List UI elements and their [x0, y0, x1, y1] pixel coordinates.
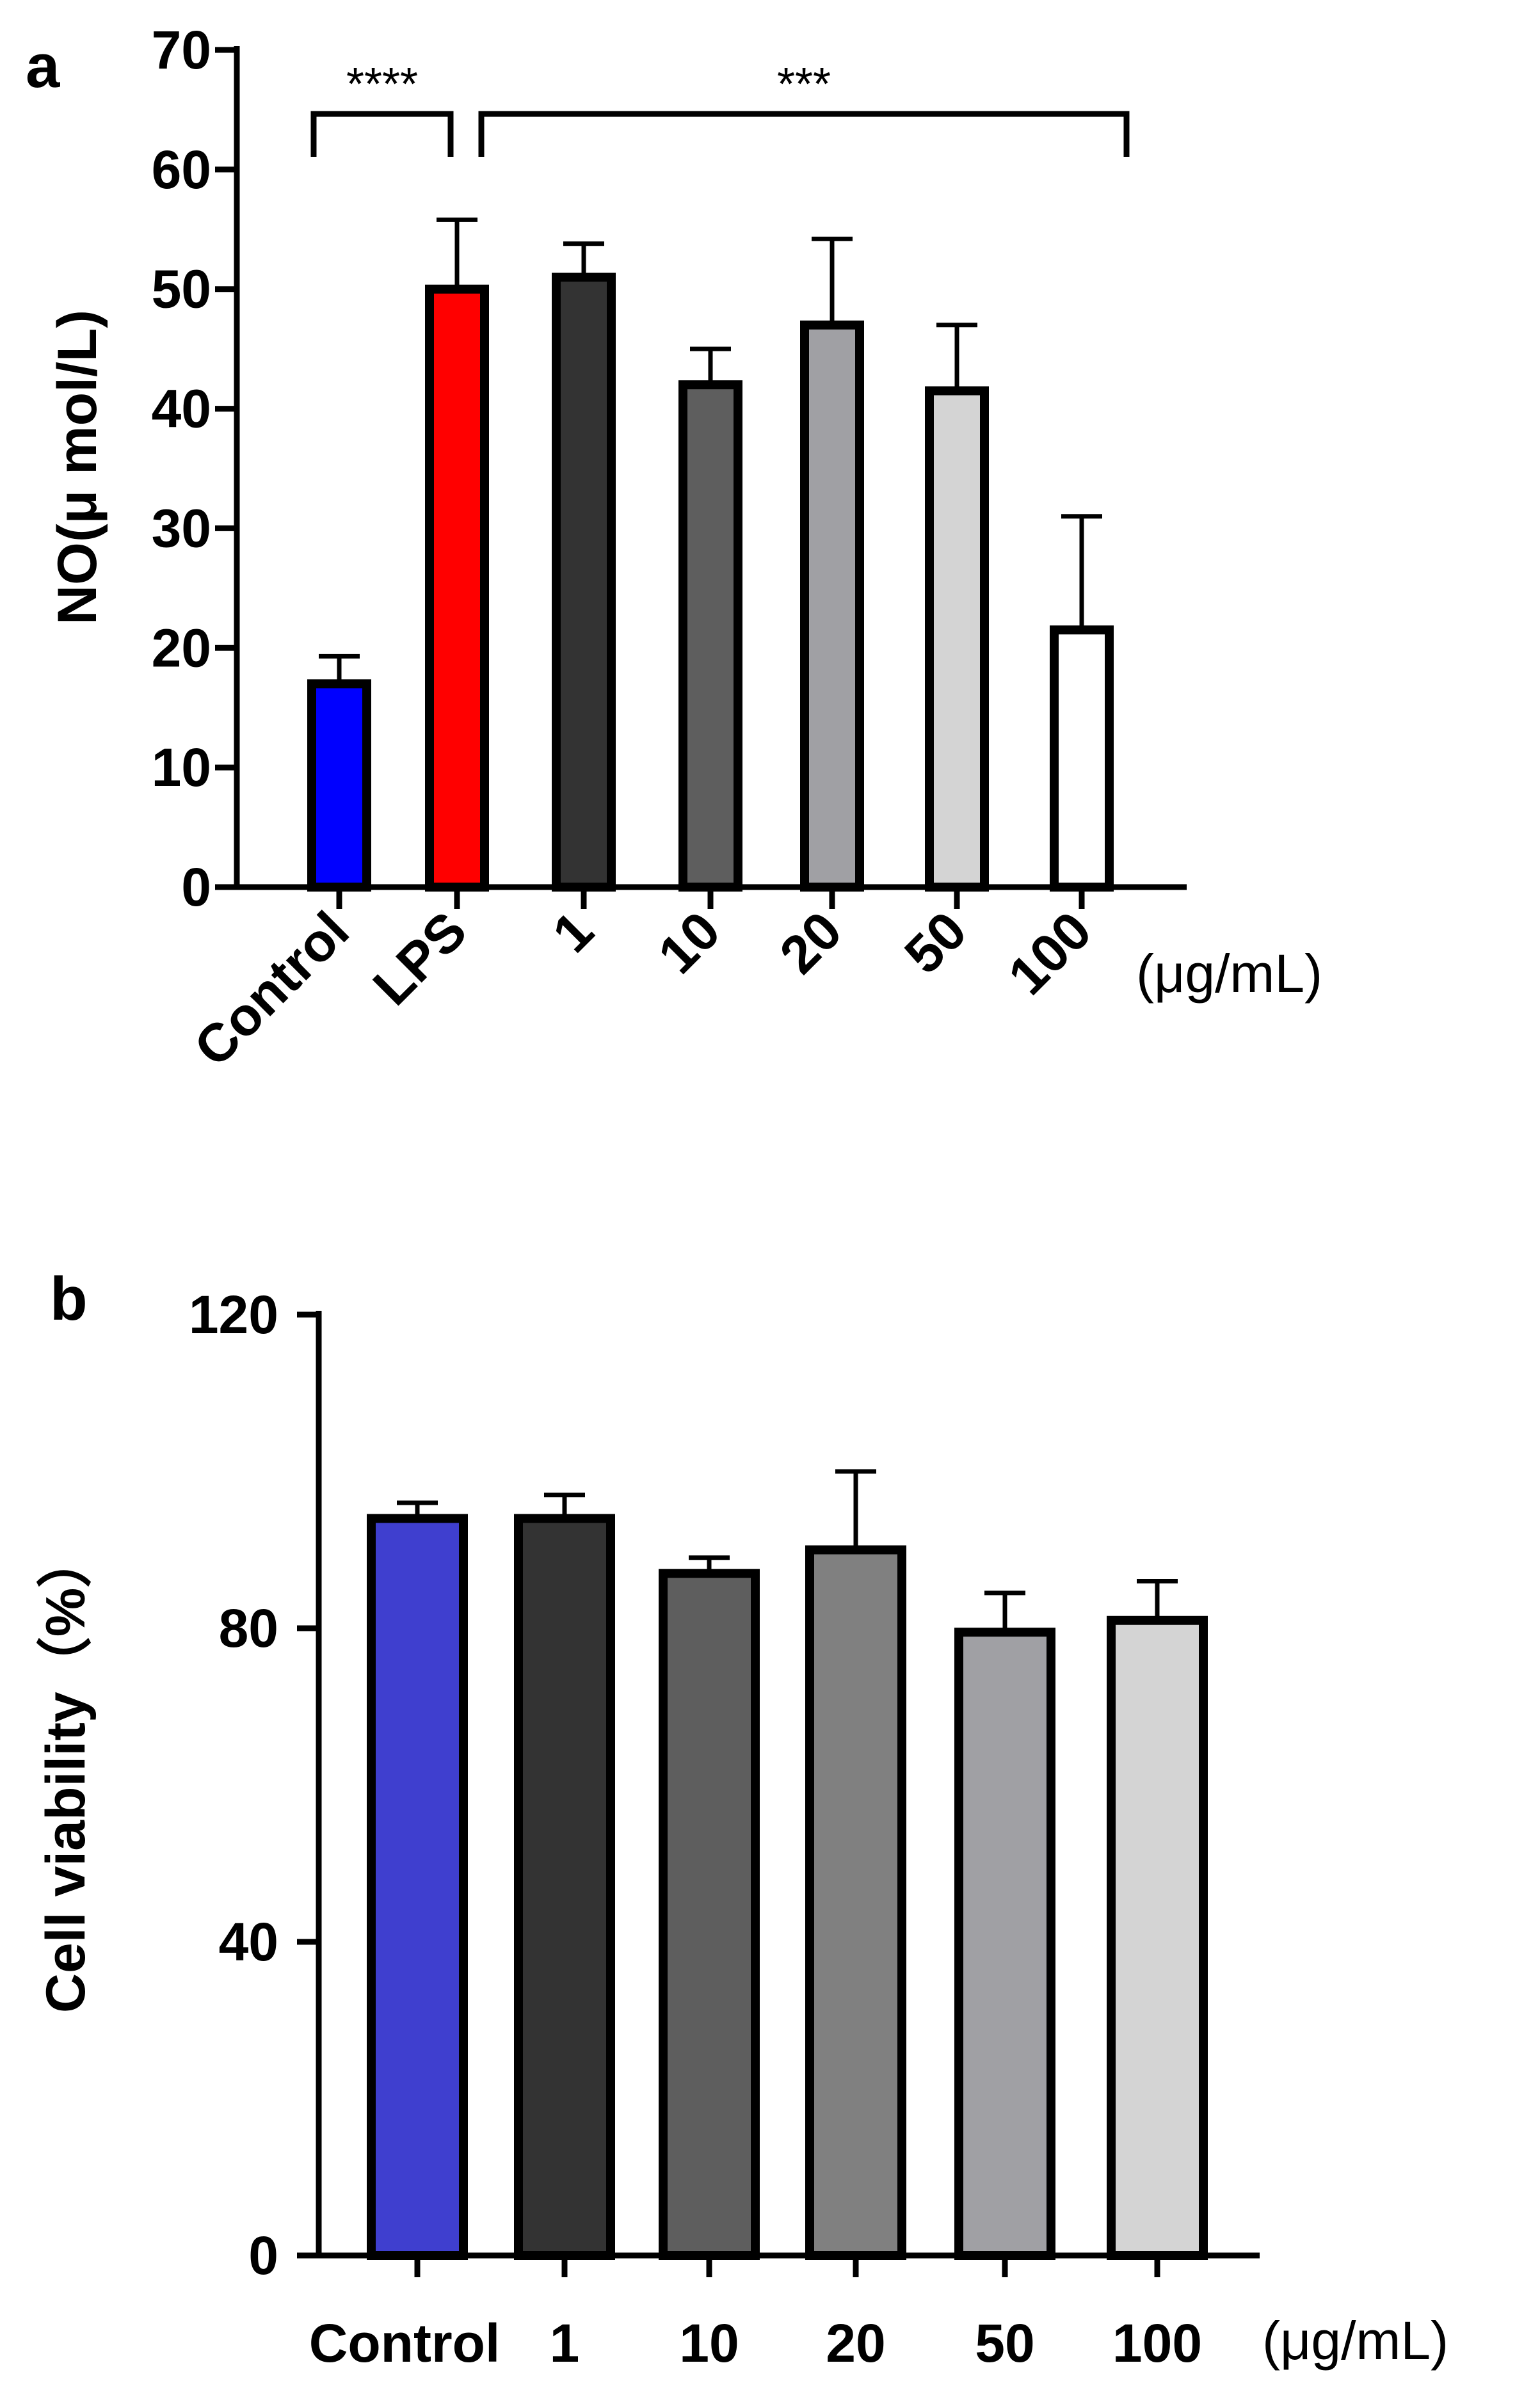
panel-a-x-label: 20	[768, 900, 853, 985]
panel-a-x-label: LPS	[362, 900, 478, 1016]
panel-a-x-label: 100	[997, 900, 1103, 1006]
panel-a-y-tick-label: 50	[152, 259, 211, 319]
panel-b-bar-1	[514, 1514, 615, 2260]
panel-a-y-tick-label: 0	[181, 857, 211, 917]
panel-a-x-label: Control	[182, 900, 360, 1078]
panel-b-bar-Control	[367, 1514, 468, 2260]
panel-a-y-tick-label: 40	[152, 379, 211, 439]
panel-b-letter: b	[50, 1265, 88, 1333]
panel-a: a NO(μ mol/L) 0 10 20 30 40 50 60 70 Control LPS…	[26, 20, 1322, 1078]
panel-b-y-axis-label: Cell viability（%）	[35, 1533, 97, 2013]
panel-a-bar-LPS	[425, 284, 489, 892]
panel-a-bar-20	[800, 320, 864, 892]
panel-a-y-axis-label: NO(μ mol/L)	[47, 310, 108, 625]
panel-b-x-label: 50	[975, 2313, 1034, 2373]
panel-b-unit-label: (μg/mL)	[1262, 2311, 1448, 2371]
panel-a-x-label: 10	[646, 900, 732, 985]
panel-b-x-label: 100	[1112, 2313, 1202, 2373]
panel-a-bar-1	[552, 273, 616, 892]
panel-a-x-label: 1	[541, 900, 605, 964]
panel-b-bar-100	[1107, 1615, 1208, 2260]
panel-b: b Cell viability（%） 0 40 80 120 Control 1 10 2…	[35, 1265, 1448, 2373]
panel-a-significance-label: ***	[777, 59, 831, 110]
panel-a-y-tick-label: 30	[152, 498, 211, 558]
panel-a-significance-label: ****	[346, 59, 418, 110]
panel-b-x-label: 10	[679, 2313, 739, 2373]
panel-a-unit-label: (μg/mL)	[1136, 943, 1322, 1004]
panel-b-bar-20	[805, 1545, 906, 2260]
panel-b-x-label: 1	[550, 2313, 580, 2373]
panel-a-significance-bracket	[478, 111, 1130, 157]
panel-a-bar-Control	[307, 679, 371, 892]
panel-b-bar-50	[954, 1628, 1055, 2260]
panel-a-letter: a	[26, 32, 60, 100]
panel-a-bar-100	[1050, 625, 1114, 892]
panel-a-bar-50	[925, 386, 989, 892]
panel-a-y-tick-label: 60	[152, 140, 211, 200]
panel-a-y-tick-label: 10	[152, 737, 211, 797]
panel-b-x-label: 20	[826, 2313, 885, 2373]
panel-b-x-label: Control	[309, 2313, 501, 2373]
panel-a-y-tick-label: 20	[152, 618, 211, 678]
panel-b-y-tick-label: 40	[219, 1912, 278, 1972]
panel-a-y-tick-label: 70	[152, 20, 211, 80]
panel-a-x-label: 50	[893, 900, 978, 985]
panel-a-significance-bracket	[310, 111, 454, 157]
panel-b-bar-10	[659, 1569, 760, 2260]
panel-b-y-tick-label: 0	[248, 2225, 278, 2286]
panel-b-y-tick-label: 120	[189, 1285, 278, 1345]
panel-a-bar-10	[678, 380, 742, 892]
panel-b-y-tick-label: 80	[219, 1598, 278, 1658]
